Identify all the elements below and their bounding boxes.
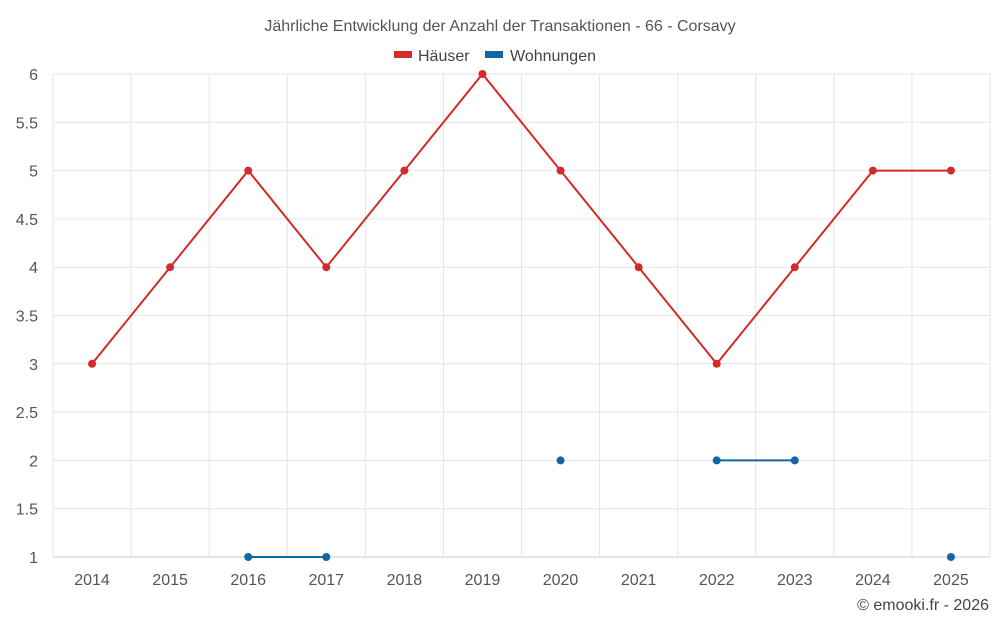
data-point-wohnungen-2023[interactable] — [790, 456, 799, 465]
legend-label-haeuser: Häuser — [418, 48, 470, 65]
y-tick-label: 3.5 — [16, 309, 38, 326]
data-point-haeuser-2019[interactable] — [478, 70, 487, 78]
x-tick-label: 2018 — [387, 572, 423, 589]
data-point-wohnungen-2017[interactable] — [322, 553, 331, 561]
legend: Häuser Wohnungen — [394, 48, 596, 65]
y-axis: 1 1.5 2 2.5 3 3.5 4 4.5 5 5.5 6 — [16, 67, 38, 567]
x-tick-label: 2020 — [543, 572, 579, 589]
series — [88, 70, 955, 561]
data-point-haeuser-2020[interactable] — [556, 166, 565, 175]
x-tick-label: 2023 — [777, 572, 813, 589]
legend-item-wohnungen[interactable]: Wohnungen — [485, 48, 596, 65]
x-tick-label: 2016 — [230, 572, 266, 589]
y-tick-label: 4.5 — [16, 212, 38, 229]
credit-text: © emooki.fr - 2026 — [857, 597, 989, 614]
series-wohnungen — [244, 456, 955, 561]
chart-title: Jährliche Entwicklung der Anzahl der Tra… — [264, 18, 735, 35]
data-point-haeuser-2015[interactable] — [166, 263, 175, 272]
y-tick-label: 3 — [29, 357, 38, 374]
x-tick-label: 2019 — [465, 572, 501, 589]
data-point-wohnungen-2025[interactable] — [946, 553, 955, 561]
legend-swatch-wohnungen — [485, 51, 503, 58]
series-line-haeuser — [91, 72, 951, 366]
data-point-haeuser-2017[interactable] — [322, 263, 331, 272]
legend-label-wohnungen: Wohnungen — [510, 48, 596, 65]
data-point-wohnungen-2020[interactable] — [556, 456, 565, 465]
data-point-wohnungen-2022[interactable] — [712, 456, 721, 465]
y-tick-label: 2.5 — [16, 405, 38, 422]
y-tick-label: 5.5 — [16, 115, 38, 132]
y-tick-label: 4 — [29, 260, 38, 277]
data-point-haeuser-2021[interactable] — [634, 263, 643, 272]
data-point-haeuser-2018[interactable] — [400, 166, 409, 175]
data-point-haeuser-2023[interactable] — [790, 263, 799, 272]
series-haeuser — [88, 70, 955, 368]
y-tick-label: 5 — [29, 164, 38, 181]
x-tick-label: 2024 — [855, 572, 891, 589]
x-tick-label: 2015 — [152, 572, 188, 589]
x-tick-label: 2017 — [308, 572, 344, 589]
x-tick-label: 2014 — [74, 572, 110, 589]
x-axis: 2014 2015 2016 2017 2018 2019 2020 2021 2022 2023… — [53, 556, 990, 589]
y-tick-label: 1.5 — [16, 502, 38, 519]
legend-swatch-haeuser — [394, 51, 412, 58]
y-tick-label: 6 — [29, 67, 38, 84]
data-point-wohnungen-2016[interactable] — [244, 553, 253, 561]
grid — [52, 73, 991, 558]
data-point-haeuser-2025[interactable] — [946, 166, 955, 175]
legend-item-haeuser[interactable]: Häuser — [394, 48, 470, 65]
data-point-haeuser-2014[interactable] — [88, 359, 97, 368]
y-tick-label: 1 — [29, 550, 38, 567]
data-point-haeuser-2022[interactable] — [712, 359, 721, 368]
data-point-haeuser-2016[interactable] — [244, 166, 253, 175]
y-tick-label: 2 — [29, 453, 38, 470]
x-tick-label: 2021 — [621, 572, 657, 589]
data-point-haeuser-2024[interactable] — [868, 166, 877, 175]
x-tick-label: 2025 — [933, 572, 969, 589]
x-tick-label: 2022 — [699, 572, 735, 589]
